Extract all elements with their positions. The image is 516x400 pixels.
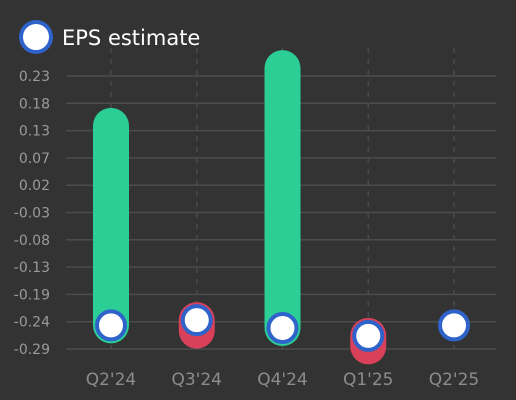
estimate-marker	[352, 319, 385, 352]
legend-marker-icon	[19, 20, 53, 54]
y-tick-label: 0.18	[19, 96, 50, 112]
x-tick-label: Q1'25	[343, 370, 394, 390]
bar-beat	[93, 107, 129, 344]
y-tick-label: -0.29	[14, 342, 50, 358]
bars	[93, 50, 387, 365]
estimate-marker	[95, 309, 127, 342]
estimate-marker	[266, 312, 299, 344]
y-tick-label: -0.08	[14, 233, 50, 249]
x-tick-label: Q2'25	[429, 370, 480, 390]
y-axis-ticks: 0.23 0.18 0.13 0.07 0.02 -0.03 -0.08 -0.13 -0.19…	[14, 69, 50, 358]
estimate-marker	[180, 304, 213, 337]
x-axis-ticks: Q2'24 Q3'24 Q4'24 Q1'25 Q2'25	[86, 370, 480, 390]
y-tick-label: -0.13	[14, 260, 50, 276]
y-tick-label: 0.07	[19, 151, 50, 167]
y-tick-label: 0.13	[19, 124, 50, 140]
x-tick-label: Q4'24	[257, 370, 308, 390]
x-tick-label: Q2'24	[86, 370, 137, 390]
legend-label: EPS estimate	[62, 26, 200, 50]
x-tick-label: Q3'24	[171, 370, 222, 390]
bar-beat	[264, 50, 301, 346]
y-tick-label: 0.23	[19, 69, 50, 85]
legend[interactable]: EPS estimate	[19, 20, 200, 54]
y-tick-label: -0.03	[14, 206, 50, 222]
y-tick-label: -0.19	[14, 287, 50, 303]
estimate-marker	[438, 309, 470, 342]
y-tick-label: 0.02	[19, 178, 50, 194]
y-tick-label: -0.24	[14, 315, 50, 331]
estimate-markers	[95, 304, 470, 352]
